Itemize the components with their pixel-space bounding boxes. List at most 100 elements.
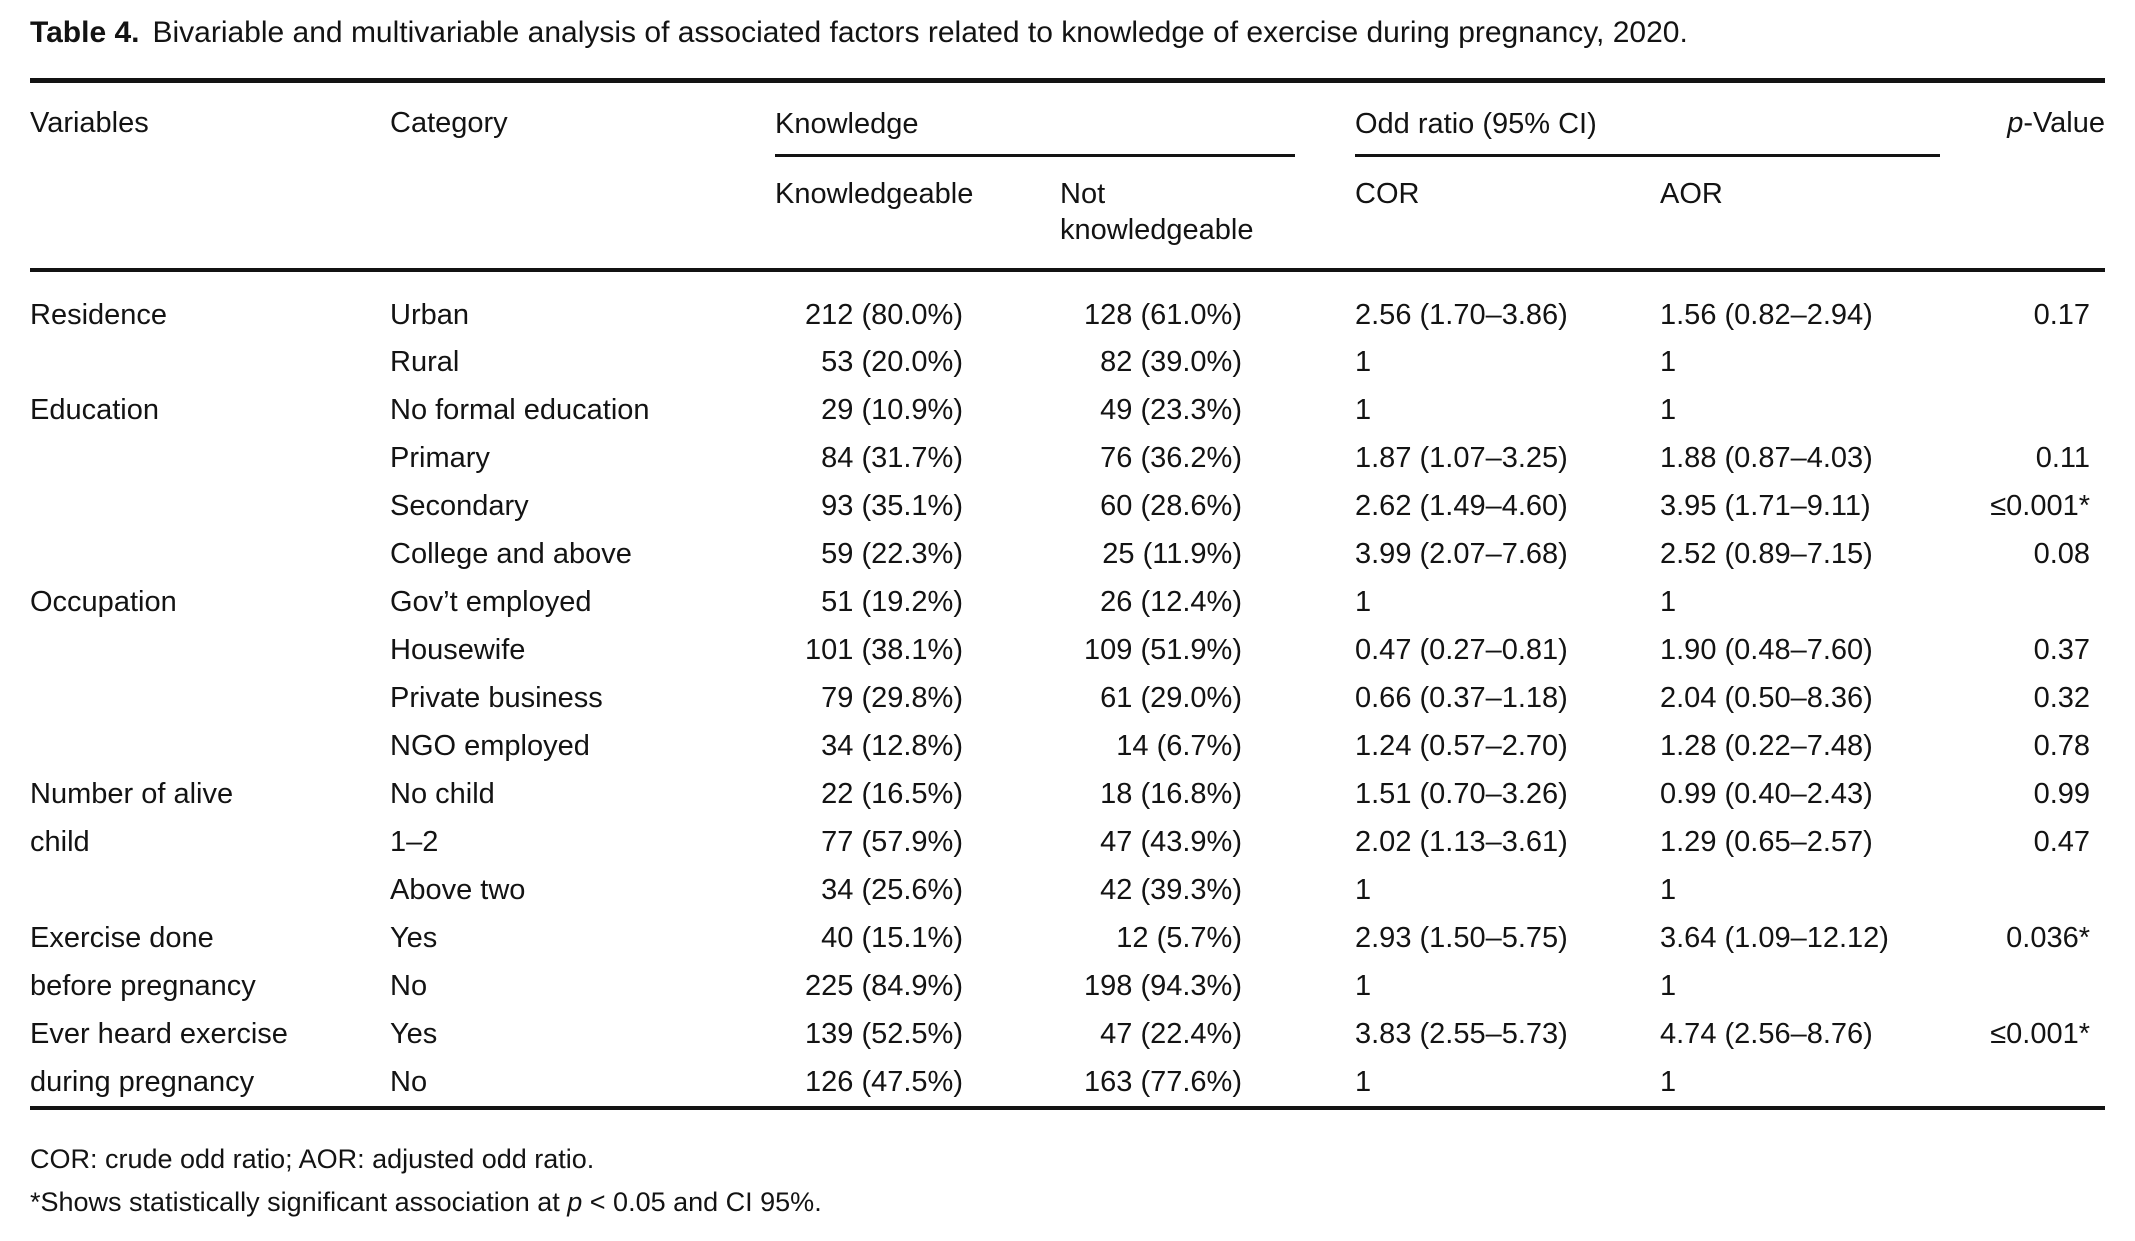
cell-p-value: ≤0.001* [1990,489,2091,522]
cell-variable: child [30,825,90,858]
table-row: Housewife 101 (38.1%) 109 (51.9%) 0.47 (… [30,626,2105,674]
cell-variable [30,866,390,914]
table-row: Above two 34 (25.6%) 42 (39.3%) 1 1 [30,866,2105,914]
cell-aor: 0.99 (0.40–2.43) [1660,777,1873,810]
not-knowledgeable-label: Not knowledgeable [1060,178,1254,246]
cell-aor: 1.29 (0.65–2.57) [1660,825,1873,858]
cell-aor: 3.95 (1.71–9.11) [1660,489,1871,522]
cell-knowledgeable: 40 (15.1%) [821,921,963,954]
cell-variable [30,338,390,386]
cell-knowledgeable: 59 (22.3%) [821,537,963,570]
cell-not-knowledgeable: 26 (12.4%) [1100,585,1242,618]
cell-knowledgeable: 139 (52.5%) [805,1017,963,1050]
cell-category: Secondary [390,489,529,522]
footnote-significance: *Shows statistically significant associa… [30,1186,822,1218]
cell-cor: 3.99 (2.07–7.68) [1355,537,1568,570]
cell-variable [30,722,390,770]
cell-variable [30,626,390,674]
cell-aor: 1.90 (0.48–7.60) [1660,633,1873,666]
col-header-p-value: p-Value [1960,83,2106,272]
cell-p-value [1960,866,2105,914]
col-header-category: Category [390,83,775,272]
cell-cor: 1 [1355,873,1372,906]
cell-aor: 1 [1660,585,1677,618]
cell-not-knowledgeable: 198 (94.3%) [1084,969,1242,1002]
cell-cor: 2.02 (1.13–3.61) [1355,825,1568,858]
cell-not-knowledgeable: 42 (39.3%) [1100,873,1242,906]
cell-p-value [1960,1058,2105,1106]
p-value-rest: -Value [2023,107,2106,139]
cell-p-value: 0.47 [2033,825,2091,858]
cell-p-value: 0.08 [2033,537,2091,570]
cell-not-knowledgeable: 60 (28.6%) [1100,489,1242,522]
footnote-significance-pre: *Shows statistically significant associa… [30,1187,568,1217]
cell-category: No child [390,777,495,810]
cell-not-knowledgeable: 163 (77.6%) [1084,1065,1242,1098]
cell-cor: 1 [1355,393,1372,426]
cell-variable [30,674,390,722]
col-header-knowledgeable: Knowledgeable [775,158,1060,272]
col-group-knowledge: Knowledge [775,83,1355,158]
cell-knowledgeable: 77 (57.9%) [821,825,963,858]
cell-category: Private business [390,681,603,714]
cell-knowledgeable: 51 (19.2%) [821,585,963,618]
cell-aor: 1.56 (0.82–2.94) [1660,298,1873,331]
cell-knowledgeable: 22 (16.5%) [821,777,963,810]
footnote-abbreviations: COR: crude odd ratio; AOR: adjusted odd … [30,1144,595,1174]
cell-aor: 2.04 (0.50–8.36) [1660,681,1873,714]
p-value-italic-p: p [2007,107,2024,139]
cell-knowledgeable: 84 (31.7%) [821,441,963,474]
col-header-not-knowledgeable: Not knowledgeable [1060,158,1355,272]
cell-cor: 1 [1355,345,1372,378]
cell-not-knowledgeable: 109 (51.9%) [1084,633,1242,666]
table-row: Secondary 93 (35.1%) 60 (28.6%) 2.62 (1.… [30,482,2105,530]
cell-not-knowledgeable: 47 (43.9%) [1100,825,1242,858]
cell-aor: 1.88 (0.87–4.03) [1660,441,1873,474]
odd-ratio-group-label: Odd ratio (95% CI) [1355,108,1597,140]
table-row: College and above 59 (22.3%) 25 (11.9%) … [30,530,2105,578]
table-row: Occupation Gov’t employed 51 (19.2%) 26 … [30,578,2105,626]
table-row: Exercise done Yes 40 (15.1%) 12 (5.7%) 2… [30,914,2105,962]
cell-aor: 1 [1660,393,1677,426]
table-row: Private business 79 (29.8%) 61 (29.0%) 0… [30,674,2105,722]
cell-aor: 3.64 (1.09–12.12) [1660,921,1889,954]
cell-not-knowledgeable: 12 (5.7%) [1116,921,1242,954]
cell-aor: 1 [1660,1065,1677,1098]
cell-category: Housewife [390,633,526,666]
cell-p-value: 0.036* [2006,921,2091,954]
cell-knowledgeable: 101 (38.1%) [805,633,963,666]
table-caption: Table 4. Bivariable and multivariable ana… [30,15,2105,51]
cell-knowledgeable: 34 (12.8%) [821,729,963,762]
cell-variable [30,530,390,578]
cell-category: Yes [390,921,438,954]
cell-cor: 2.56 (1.70–3.86) [1355,298,1568,331]
cell-p-value [1960,338,2105,386]
knowledge-group-label: Knowledge [775,108,919,140]
cell-category: Urban [390,298,469,331]
cell-variable: Education [30,393,159,426]
table-row: Residence Urban 212 (80.0%) 128 (61.0%) … [30,272,2105,338]
cell-cor: 1.51 (0.70–3.26) [1355,777,1568,810]
cell-cor: 0.66 (0.37–1.18) [1355,681,1568,714]
cell-cor: 1.24 (0.57–2.70) [1355,729,1568,762]
cell-not-knowledgeable: 61 (29.0%) [1100,681,1242,714]
cell-variable: Occupation [30,585,177,618]
odd-ratio-group-rule [1355,154,1941,157]
cell-not-knowledgeable: 14 (6.7%) [1116,729,1242,762]
cell-variable: Residence [30,298,168,331]
table-row: Primary 84 (31.7%) 76 (36.2%) 1.87 (1.07… [30,434,2105,482]
cell-category: Above two [390,873,526,906]
cell-cor: 1 [1355,1065,1372,1098]
table-row: Rural 53 (20.0%) 82 (39.0%) 1 1 [30,338,2105,386]
table-number: Table 4. [30,16,140,49]
table-row: Education No formal education 29 (10.9%)… [30,386,2105,434]
header-group-row: Variables Category Knowledge Odd ratio (… [30,83,2106,272]
cell-p-value: 0.99 [2033,777,2091,810]
cell-category: No [390,1065,428,1098]
cell-not-knowledgeable: 18 (16.8%) [1100,777,1242,810]
cell-variable [30,434,390,482]
col-header-aor: AOR [1660,158,1961,272]
knowledge-group-rule [775,154,1295,157]
cell-not-knowledgeable: 128 (61.0%) [1084,298,1242,331]
cell-not-knowledgeable: 76 (36.2%) [1100,441,1242,474]
